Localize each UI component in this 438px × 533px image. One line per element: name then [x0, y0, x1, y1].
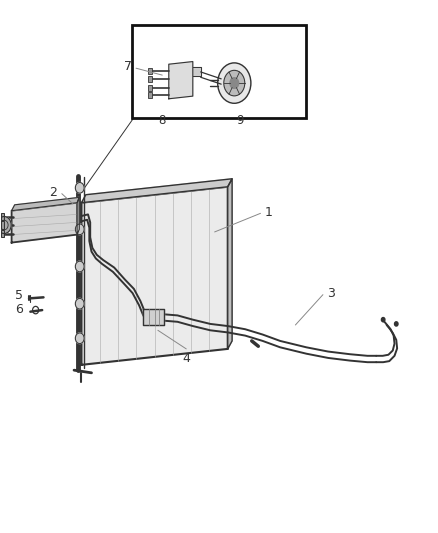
- Polygon shape: [81, 179, 232, 203]
- Text: 9: 9: [236, 114, 244, 127]
- Circle shape: [218, 63, 251, 103]
- Circle shape: [75, 261, 84, 272]
- Bar: [1, 230, 4, 237]
- Polygon shape: [12, 203, 77, 243]
- Text: 3: 3: [327, 287, 335, 300]
- Text: 7: 7: [124, 60, 132, 73]
- Bar: [1, 221, 4, 229]
- Bar: [148, 68, 152, 74]
- Text: 1: 1: [265, 206, 273, 219]
- Circle shape: [75, 298, 84, 309]
- Bar: [148, 85, 152, 91]
- Circle shape: [75, 224, 84, 235]
- Polygon shape: [169, 62, 193, 99]
- Circle shape: [0, 216, 11, 233]
- Text: 4: 4: [182, 352, 190, 365]
- Circle shape: [381, 318, 385, 322]
- Circle shape: [395, 322, 398, 326]
- Circle shape: [75, 182, 84, 193]
- Bar: [148, 92, 152, 98]
- Text: 6: 6: [15, 303, 23, 316]
- Text: 2: 2: [49, 185, 57, 199]
- Polygon shape: [81, 187, 228, 365]
- Polygon shape: [144, 309, 164, 325]
- Polygon shape: [12, 197, 79, 211]
- Bar: [132, 25, 306, 118]
- Bar: [1, 213, 4, 220]
- Circle shape: [75, 333, 84, 344]
- Bar: [148, 76, 152, 82]
- Circle shape: [224, 70, 245, 96]
- Polygon shape: [193, 67, 201, 76]
- Circle shape: [230, 78, 239, 88]
- Polygon shape: [228, 179, 232, 349]
- Polygon shape: [77, 197, 79, 235]
- Text: 8: 8: [159, 114, 166, 127]
- Text: 5: 5: [15, 289, 23, 302]
